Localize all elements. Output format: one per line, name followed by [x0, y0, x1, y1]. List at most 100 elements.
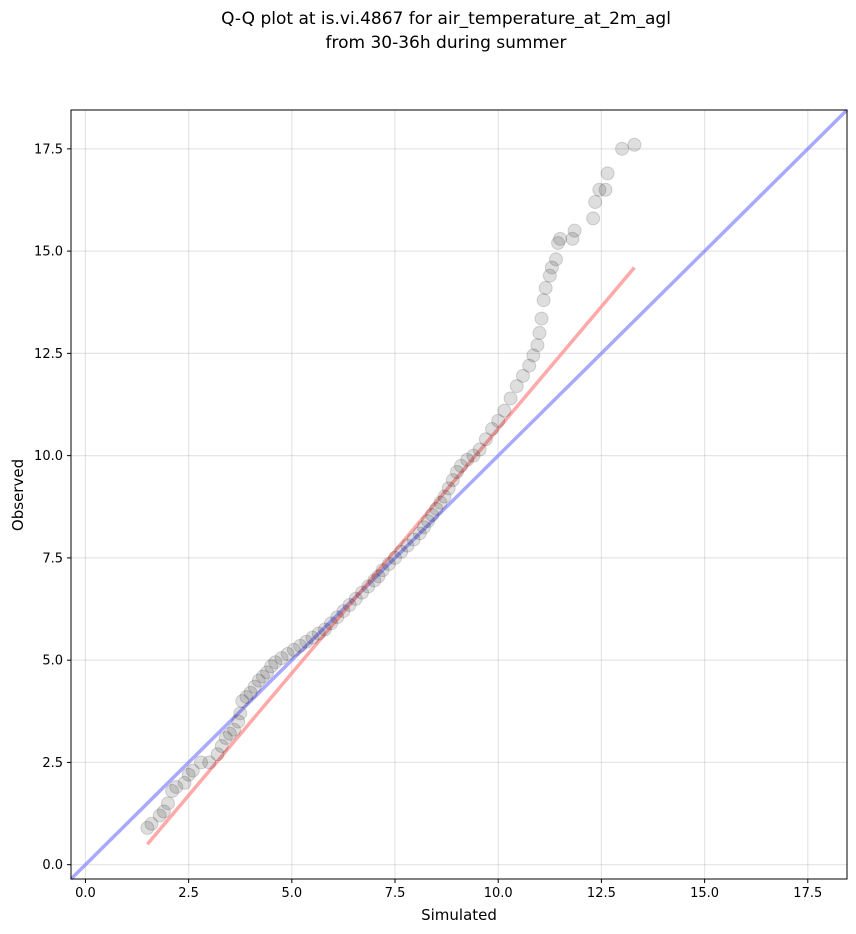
data-point	[454, 458, 469, 473]
data-point	[317, 622, 332, 637]
data-point	[161, 796, 175, 811]
data-point	[264, 659, 279, 674]
y-tick-label: 2.5	[42, 756, 63, 771]
data-point	[598, 182, 613, 197]
chart-title-line-2: from 30-36h during summer	[326, 33, 567, 53]
data-point	[445, 473, 460, 488]
data-point	[466, 448, 481, 463]
data-point	[210, 747, 225, 762]
data-point	[371, 569, 386, 584]
data-point	[355, 585, 369, 600]
data-point	[416, 520, 431, 535]
plot-frame	[70, 109, 848, 880]
data-point	[394, 544, 409, 559]
data-point	[421, 514, 436, 529]
data-point	[400, 538, 415, 553]
data-point	[600, 166, 615, 181]
data-point	[280, 647, 295, 662]
data-point	[532, 325, 547, 340]
data-point	[472, 442, 487, 457]
data-point	[169, 779, 184, 794]
data-point	[361, 579, 376, 594]
y-axis-ticks: 0.0 2.5 5.0 7.5 10.0 12.5 15.0 17.5	[34, 142, 71, 873]
data-point	[588, 195, 603, 210]
data-point	[449, 465, 464, 480]
data-point	[542, 268, 557, 283]
data-point	[156, 804, 171, 819]
data-point	[592, 182, 607, 197]
data-point	[260, 665, 275, 680]
data-point	[165, 784, 180, 799]
data-point	[247, 679, 262, 694]
data-point	[239, 689, 254, 704]
identity-line	[69, 108, 849, 881]
x-tick-label: 12.5	[587, 886, 616, 901]
data-point	[255, 669, 270, 684]
x-tick-label: 5.0	[281, 886, 302, 901]
data-point	[538, 280, 553, 295]
data-point	[324, 616, 339, 631]
data-point	[268, 655, 283, 670]
data-point	[567, 223, 582, 238]
data-point	[251, 673, 266, 688]
y-tick-label: 17.5	[34, 142, 63, 157]
data-point	[185, 763, 200, 778]
y-tick-label: 5.0	[42, 654, 63, 669]
data-point	[233, 706, 248, 721]
data-point	[218, 730, 233, 745]
y-tick-label: 12.5	[34, 347, 63, 362]
data-point	[549, 252, 563, 267]
data-point	[214, 739, 229, 754]
data-point	[497, 403, 512, 418]
data-point	[305, 630, 320, 645]
data-point	[433, 495, 448, 510]
data-point	[478, 432, 493, 447]
data-point	[437, 489, 452, 504]
data-point	[509, 379, 524, 394]
data-point	[615, 141, 630, 156]
data-point	[286, 642, 301, 657]
data-point	[565, 231, 580, 246]
x-axis-label: Simulated	[421, 906, 497, 924]
chart-title-line-1: Q-Q plot at is.vi.4867 for air_temperatu…	[221, 9, 671, 29]
grid-lines	[71, 110, 847, 879]
data-point	[425, 507, 440, 522]
data-point	[627, 137, 642, 152]
data-point	[429, 501, 444, 516]
x-tick-label: 10.0	[484, 886, 513, 901]
data-point	[152, 808, 167, 823]
data-point	[515, 368, 530, 383]
x-tick-label: 17.5	[793, 886, 822, 901]
y-tick-label: 10.0	[34, 449, 63, 464]
data-point	[342, 597, 357, 612]
data-points	[140, 137, 642, 835]
data-point	[293, 638, 308, 653]
data-point	[194, 755, 209, 770]
data-point	[311, 626, 326, 641]
data-point	[491, 413, 506, 428]
x-tick-label: 0.0	[75, 886, 96, 901]
reference-lines	[69, 108, 849, 881]
data-point	[274, 651, 289, 666]
data-point	[144, 816, 159, 831]
data-point	[299, 634, 314, 649]
y-tick-label: 7.5	[42, 551, 63, 566]
data-point	[522, 358, 537, 373]
data-point	[586, 211, 601, 226]
data-point	[222, 726, 237, 741]
x-axis-ticks: 0.0 2.5 5.0 7.5 10.0 12.5 15.0 17.5	[75, 879, 822, 901]
data-point	[485, 422, 500, 437]
data-point	[530, 338, 545, 353]
x-tick-label: 2.5	[178, 886, 199, 901]
data-point	[412, 526, 427, 541]
data-point	[330, 610, 345, 625]
data-point	[460, 452, 475, 467]
data-point	[227, 722, 242, 737]
x-tick-label: 15.0	[690, 886, 719, 901]
data-point	[441, 481, 456, 496]
data-point	[536, 293, 551, 308]
data-point	[202, 755, 217, 770]
data-point	[534, 311, 549, 326]
data-point	[177, 775, 192, 790]
data-point	[526, 348, 541, 363]
